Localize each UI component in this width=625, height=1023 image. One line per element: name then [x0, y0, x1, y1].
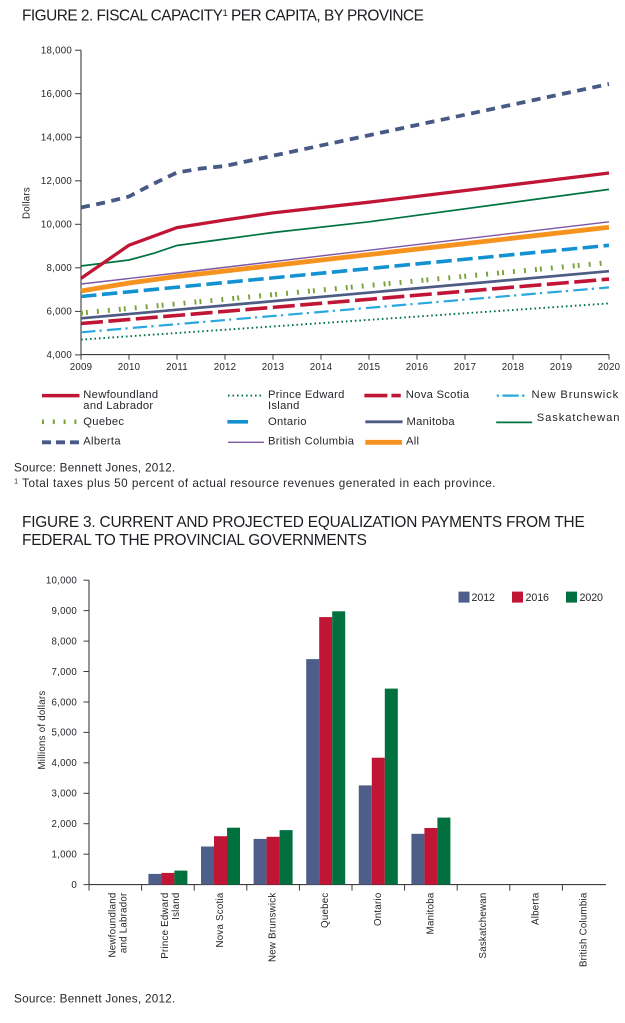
- svg-text:British Columbia: British Columbia: [579, 892, 590, 967]
- svg-text:Alberta: Alberta: [83, 436, 121, 448]
- svg-text:Nova Scotia: Nova Scotia: [406, 389, 470, 401]
- svg-text:2019: 2019: [550, 362, 573, 373]
- svg-text:2016: 2016: [406, 362, 429, 373]
- svg-text:2015: 2015: [358, 362, 381, 373]
- svg-text:Newfoundland: Newfoundland: [83, 389, 158, 401]
- svg-text:2012: 2012: [472, 592, 496, 604]
- svg-text:2013: 2013: [262, 362, 285, 373]
- svg-text:10,000: 10,000: [46, 576, 77, 587]
- svg-text:All: All: [406, 436, 419, 448]
- svg-text:8,000: 8,000: [52, 636, 78, 647]
- svg-text:7,000: 7,000: [52, 667, 78, 678]
- svg-text:New Brunswick: New Brunswick: [268, 893, 279, 962]
- svg-text:14,000: 14,000: [41, 133, 72, 144]
- svg-text:Manitoba: Manitoba: [407, 416, 456, 428]
- svg-text:2020: 2020: [580, 592, 604, 604]
- svg-text:Prince Edward: Prince Edward: [268, 389, 345, 401]
- svg-text:2020: 2020: [598, 362, 621, 373]
- svg-text:Saskatchewan: Saskatchewan: [537, 412, 621, 424]
- svg-text:3,000: 3,000: [52, 789, 78, 800]
- svg-text:FIGURE 3. CURRENT AND PROJECTE: FIGURE 3. CURRENT AND PROJECTED EQUALIZA…: [22, 514, 585, 531]
- svg-text:Island: Island: [171, 893, 182, 920]
- svg-text:4,000: 4,000: [52, 758, 78, 769]
- svg-text:and Labrador: and Labrador: [83, 400, 153, 412]
- svg-text:FIGURE 2. FISCAL CAPACITY1 PER: FIGURE 2. FISCAL CAPACITY1 PER CAPITA, B…: [22, 7, 424, 24]
- svg-text:5,000: 5,000: [52, 728, 78, 739]
- svg-text:6,000: 6,000: [47, 307, 73, 318]
- svg-text:12,000: 12,000: [41, 176, 72, 187]
- svg-text:British Columbia: British Columbia: [268, 436, 355, 448]
- svg-text:8,000: 8,000: [47, 263, 73, 274]
- svg-text:Island: Island: [268, 400, 300, 412]
- svg-text:Nova Scotia: Nova Scotia: [215, 892, 226, 947]
- svg-text:Source: Bennett Jones, 2012.: Source: Bennett Jones, 2012.: [14, 993, 176, 1006]
- svg-text:2009: 2009: [70, 362, 93, 373]
- svg-text:1,000: 1,000: [52, 850, 78, 861]
- svg-text:4,000: 4,000: [47, 350, 73, 361]
- svg-text:Millions of dollars: Millions of dollars: [37, 690, 48, 769]
- svg-text:Prince Edward: Prince Edward: [160, 893, 171, 959]
- svg-text:Manitoba: Manitoba: [425, 892, 436, 934]
- svg-text:1 Total taxes plus 50 percent: 1 Total taxes plus 50 percent of actual …: [14, 477, 496, 491]
- svg-text:Ontario: Ontario: [268, 416, 307, 428]
- svg-text:6,000: 6,000: [52, 697, 78, 708]
- svg-text:18,000: 18,000: [41, 46, 72, 57]
- svg-text:FEDERAL TO THE PROVINCIAL GOVE: FEDERAL TO THE PROVINCIAL GOVERNMENTS: [22, 532, 367, 549]
- svg-text:2014: 2014: [310, 362, 333, 373]
- svg-text:2012: 2012: [214, 362, 237, 373]
- svg-text:Saskatchewan: Saskatchewan: [478, 893, 489, 959]
- svg-text:and Labrador: and Labrador: [118, 892, 129, 953]
- svg-text:2018: 2018: [502, 362, 525, 373]
- svg-text:Quebec: Quebec: [320, 893, 331, 928]
- svg-text:Ontario: Ontario: [373, 893, 384, 927]
- svg-text:New Brunswick: New Brunswick: [532, 389, 620, 401]
- svg-text:Source: Bennett Jones, 2012.: Source: Bennett Jones, 2012.: [14, 462, 176, 475]
- svg-text:2010: 2010: [118, 362, 141, 373]
- svg-text:2,000: 2,000: [52, 819, 78, 830]
- svg-text:Newfoundland: Newfoundland: [107, 893, 118, 958]
- svg-text:0: 0: [71, 880, 77, 891]
- svg-text:16,000: 16,000: [41, 89, 72, 100]
- svg-text:2011: 2011: [166, 362, 188, 373]
- svg-text:2017: 2017: [454, 362, 477, 373]
- svg-text:10,000: 10,000: [41, 220, 72, 231]
- svg-text:Quebec: Quebec: [83, 416, 124, 428]
- svg-text:9,000: 9,000: [52, 606, 78, 617]
- svg-text:Dollars: Dollars: [22, 187, 33, 219]
- svg-text:Alberta: Alberta: [531, 892, 542, 925]
- svg-text:2016: 2016: [526, 592, 550, 604]
